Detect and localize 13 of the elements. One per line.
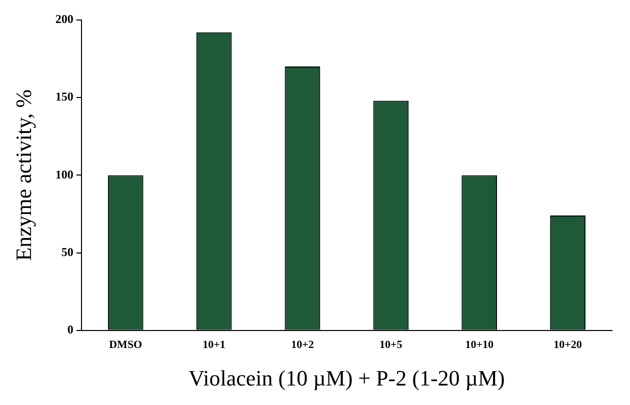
x-tick-label: 10+10 xyxy=(465,338,494,351)
y-tick-label: 200 xyxy=(55,12,74,26)
x-tick-label: 10+20 xyxy=(554,338,582,351)
x-tick-label: DMSO xyxy=(109,338,143,351)
x-axis-title: Violacein (10 µM) + P-2 (1-20 µM) xyxy=(188,366,505,391)
x-tick-label: 10+1 xyxy=(202,338,226,351)
y-tick-label: 0 xyxy=(67,322,74,336)
x-tick-label: 10+2 xyxy=(291,338,314,351)
y-tick-label: 150 xyxy=(55,90,74,104)
y-tick-label: 50 xyxy=(61,244,74,259)
y-axis-title: Enzyme activity, % xyxy=(10,89,36,261)
x-tick-label: 10+5 xyxy=(380,338,403,351)
y-tick-label: 100 xyxy=(55,167,74,182)
